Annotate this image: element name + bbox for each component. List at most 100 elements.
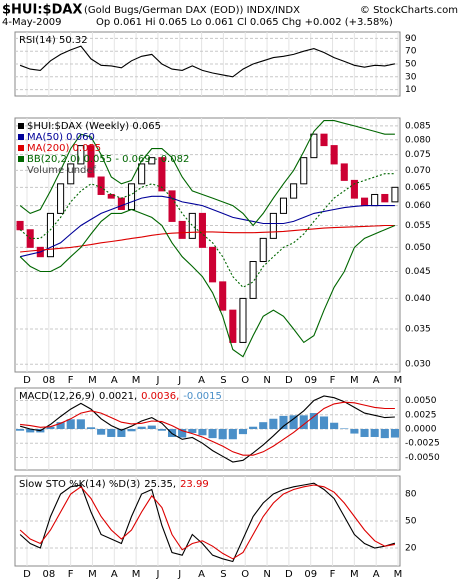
symbol: $HUI:$DAX — [2, 3, 82, 18]
candle — [350, 179, 358, 199]
x-tick-label: O — [241, 375, 249, 386]
legend-entry: 25.35, — [144, 479, 176, 490]
candle — [259, 237, 267, 263]
y-tick-label: 0.0000 — [405, 425, 437, 435]
x-tick-label: F — [330, 375, 336, 386]
histogram-bar — [127, 429, 136, 432]
candle — [391, 186, 399, 203]
x-tick-label: D — [285, 375, 293, 386]
candle — [198, 212, 206, 248]
histogram-bar — [279, 415, 288, 429]
legend-swatch — [18, 123, 24, 129]
histogram-bar — [249, 426, 258, 429]
candle — [138, 163, 146, 185]
x-tick-label: D — [23, 569, 31, 580]
legend-entry: $HUI:$DAX (Weekly) 0.065 — [27, 121, 161, 132]
candle — [310, 133, 318, 159]
y-tick-label: 80 — [405, 490, 417, 500]
candle — [279, 197, 288, 214]
x-tick-label: J — [155, 375, 159, 386]
histogram-bar — [16, 429, 25, 431]
legend-entry: BB(20,2.0) 0.055 - 0.069 - 0.082 — [27, 154, 189, 165]
histogram-bar — [66, 419, 75, 429]
candle — [148, 157, 156, 165]
candle — [361, 197, 369, 207]
candle — [229, 309, 237, 343]
description: (Gold Bugs/German DAX (EOD)) INDX/INDX — [84, 5, 300, 16]
x-tick-label: J — [155, 569, 159, 580]
x-tick-label: M — [350, 569, 359, 580]
candle — [67, 163, 75, 185]
x-tick-label: N — [263, 375, 270, 386]
x-tick-label: M — [88, 375, 97, 386]
y-tick-label: 0.075 — [405, 150, 431, 160]
legend-entry: -0.0015 — [183, 391, 222, 402]
candle — [219, 281, 227, 311]
x-tick-label: M — [88, 569, 97, 580]
x-tick-label: A — [373, 375, 380, 386]
x-tick-label: 08 — [42, 569, 55, 580]
x-tick-label: 08 — [42, 375, 55, 386]
histogram-bar — [238, 429, 248, 435]
histogram-bar — [97, 429, 106, 435]
candle — [188, 212, 196, 239]
x-tick-label: 09 — [304, 569, 317, 580]
x-tick-label: M — [394, 375, 403, 386]
histogram-bar — [157, 429, 166, 431]
candle — [320, 133, 328, 147]
x-tick-label: S — [220, 569, 226, 580]
y-tick-label: 0.045 — [405, 267, 431, 277]
legend: MACD(12,26,9) 0.0021, 0.0036, -0.0015 — [19, 391, 222, 402]
candle — [371, 193, 379, 207]
credit: © StockCharts.com — [360, 5, 458, 16]
candle — [168, 190, 176, 222]
candle — [178, 220, 186, 239]
y-tick-label: 0.0025 — [405, 410, 437, 420]
candle — [97, 176, 105, 195]
legend-entry: Volume undef — [27, 165, 97, 176]
x-tick-label: S — [220, 375, 226, 386]
legend-label: MACD(12,26,9) — [19, 391, 95, 402]
histogram-bar — [228, 429, 237, 440]
x-tick-label: N — [263, 569, 270, 580]
histogram-bar — [76, 419, 85, 429]
x-tick-label: O — [241, 569, 249, 580]
legend-swatch — [18, 145, 24, 151]
legend-entry: MA(200) 0.055 — [27, 143, 101, 154]
legend-label: Slow STO %K(14) %D(3) — [19, 479, 140, 490]
x-tick-label: A — [198, 569, 205, 580]
histogram-bar — [218, 429, 227, 440]
series-line — [19, 484, 395, 560]
x-tick-label: D — [285, 569, 293, 580]
legend-swatch — [18, 156, 24, 162]
histogram-bar — [360, 429, 369, 437]
histogram-bar — [107, 429, 116, 437]
x-tick-label: F — [68, 569, 74, 580]
legend-entry: 0.0021, — [99, 391, 137, 402]
x-tick-label: M — [132, 569, 141, 580]
histogram-bar — [350, 429, 359, 434]
x-tick-label: M — [132, 375, 141, 386]
y-tick-label: -0.0025 — [405, 439, 440, 449]
candle — [239, 297, 247, 343]
y-tick-label: -0.0050 — [405, 453, 440, 463]
candle — [77, 145, 85, 165]
y-tick-label: 0.055 — [405, 221, 431, 231]
candle — [249, 261, 257, 299]
histogram-bar — [330, 422, 339, 429]
histogram-bar — [188, 429, 197, 433]
x-tick-label: J — [177, 375, 181, 386]
candle — [330, 145, 338, 165]
x-tick-label: M — [394, 569, 403, 580]
histogram-bar — [208, 429, 217, 439]
y-tick-label: 0.030 — [405, 360, 431, 370]
series-line — [19, 195, 395, 258]
candle — [340, 163, 348, 181]
candle — [127, 183, 136, 210]
y-tick-label: 0.050 — [405, 243, 431, 253]
y-tick-label: 0.080 — [405, 135, 431, 145]
y-tick-label: 0.040 — [405, 294, 431, 304]
histogram-bar — [178, 429, 187, 438]
x-tick-label: F — [68, 375, 74, 386]
